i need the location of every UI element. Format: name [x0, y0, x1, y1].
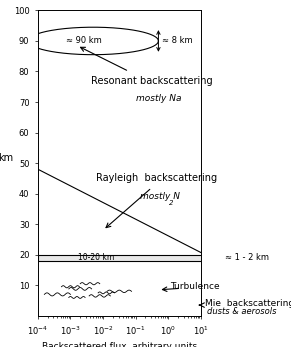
- Text: ≈ 90 km: ≈ 90 km: [65, 36, 101, 45]
- Bar: [38, 255, 217, 261]
- Y-axis label: km: km: [0, 153, 13, 163]
- Text: mostly N: mostly N: [140, 192, 180, 201]
- Text: dusts & aerosols: dusts & aerosols: [207, 307, 276, 316]
- Text: 2: 2: [169, 200, 174, 206]
- Text: ≈ 8 km: ≈ 8 km: [162, 36, 192, 45]
- Text: Resonant backscattering: Resonant backscattering: [91, 76, 213, 86]
- Text: Turbulence: Turbulence: [170, 282, 219, 291]
- Text: 10-20 km: 10-20 km: [78, 253, 115, 262]
- Text: Mie  backscattering: Mie backscattering: [205, 299, 291, 308]
- Polygon shape: [28, 27, 158, 55]
- Text: ≈ 1 - 2 km: ≈ 1 - 2 km: [225, 253, 269, 262]
- Text: Rayleigh  backscattering: Rayleigh backscattering: [96, 174, 217, 183]
- Text: mostly Na: mostly Na: [136, 94, 181, 103]
- X-axis label: Backscattered flux, arbitrary units: Backscattered flux, arbitrary units: [42, 342, 197, 347]
